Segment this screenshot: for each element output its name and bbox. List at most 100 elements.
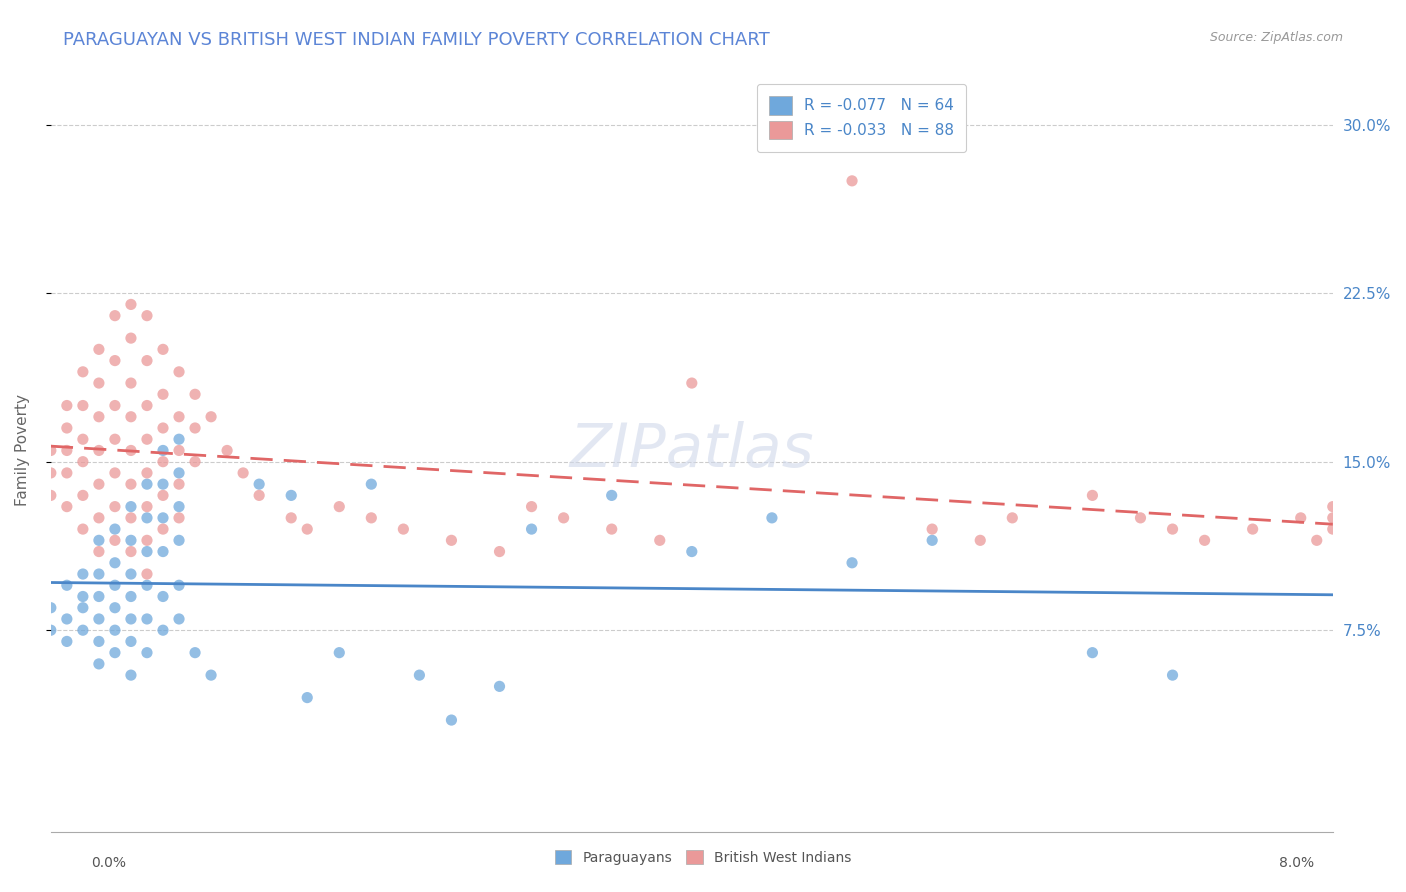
Point bbox=[104, 466, 127, 480]
Point bbox=[152, 455, 174, 469]
Point bbox=[56, 578, 79, 592]
Point bbox=[104, 309, 127, 323]
Text: 8.0%: 8.0% bbox=[1279, 856, 1315, 870]
Point bbox=[72, 590, 94, 604]
Point bbox=[280, 511, 302, 525]
Point bbox=[392, 522, 415, 536]
Point bbox=[1001, 511, 1024, 525]
Point bbox=[120, 376, 142, 390]
Point bbox=[87, 567, 110, 582]
Point bbox=[167, 432, 190, 446]
Point bbox=[72, 600, 94, 615]
Point bbox=[87, 590, 110, 604]
Point bbox=[104, 533, 127, 548]
Text: Source: ZipAtlas.com: Source: ZipAtlas.com bbox=[1209, 31, 1343, 45]
Point bbox=[120, 500, 142, 514]
Point bbox=[1161, 668, 1184, 682]
Point bbox=[360, 511, 382, 525]
Point bbox=[136, 466, 159, 480]
Point bbox=[120, 567, 142, 582]
Point bbox=[120, 668, 142, 682]
Point bbox=[1289, 511, 1312, 525]
Point bbox=[120, 443, 142, 458]
Point bbox=[87, 376, 110, 390]
Point bbox=[72, 567, 94, 582]
Point bbox=[167, 443, 190, 458]
Point bbox=[104, 600, 127, 615]
Point bbox=[520, 522, 543, 536]
Point bbox=[1322, 500, 1344, 514]
Point bbox=[56, 421, 79, 435]
Point bbox=[87, 544, 110, 558]
Point bbox=[87, 634, 110, 648]
Point bbox=[87, 443, 110, 458]
Point bbox=[39, 488, 62, 502]
Point bbox=[247, 488, 270, 502]
Point bbox=[56, 634, 79, 648]
Point bbox=[761, 511, 783, 525]
Point bbox=[72, 399, 94, 413]
Point bbox=[56, 612, 79, 626]
Point bbox=[104, 399, 127, 413]
Point bbox=[120, 477, 142, 491]
Point bbox=[56, 443, 79, 458]
Legend: Paraguayans, British West Indians: Paraguayans, British West Indians bbox=[548, 843, 858, 871]
Y-axis label: Family Poverty: Family Poverty bbox=[15, 394, 30, 507]
Point bbox=[1241, 522, 1264, 536]
Text: PARAGUAYAN VS BRITISH WEST INDIAN FAMILY POVERTY CORRELATION CHART: PARAGUAYAN VS BRITISH WEST INDIAN FAMILY… bbox=[63, 31, 770, 49]
Point bbox=[1322, 522, 1344, 536]
Point bbox=[232, 466, 254, 480]
Point bbox=[152, 488, 174, 502]
Point bbox=[87, 477, 110, 491]
Point bbox=[72, 432, 94, 446]
Point bbox=[120, 297, 142, 311]
Point bbox=[104, 623, 127, 637]
Point bbox=[247, 477, 270, 491]
Point bbox=[488, 544, 510, 558]
Point bbox=[167, 365, 190, 379]
Point bbox=[152, 343, 174, 357]
Point bbox=[841, 174, 863, 188]
Point bbox=[39, 623, 62, 637]
Point bbox=[120, 634, 142, 648]
Point bbox=[167, 612, 190, 626]
Point bbox=[72, 623, 94, 637]
Point bbox=[1081, 488, 1104, 502]
Point bbox=[136, 578, 159, 592]
Point bbox=[72, 455, 94, 469]
Point bbox=[136, 612, 159, 626]
Point bbox=[841, 556, 863, 570]
Point bbox=[120, 612, 142, 626]
Point bbox=[104, 646, 127, 660]
Point bbox=[167, 409, 190, 424]
Point bbox=[648, 533, 671, 548]
Point bbox=[520, 500, 543, 514]
Point bbox=[136, 353, 159, 368]
Point bbox=[297, 522, 319, 536]
Point bbox=[104, 432, 127, 446]
Point bbox=[87, 612, 110, 626]
Legend: R = -0.077   N = 64, R = -0.033   N = 88: R = -0.077 N = 64, R = -0.033 N = 88 bbox=[756, 84, 966, 152]
Point bbox=[600, 522, 623, 536]
Text: ZIPatlas: ZIPatlas bbox=[569, 421, 814, 480]
Point bbox=[440, 533, 463, 548]
Point bbox=[553, 511, 575, 525]
Point bbox=[104, 500, 127, 514]
Point bbox=[87, 511, 110, 525]
Point bbox=[72, 488, 94, 502]
Text: 0.0%: 0.0% bbox=[91, 856, 127, 870]
Point bbox=[328, 500, 350, 514]
Point bbox=[681, 544, 703, 558]
Point bbox=[408, 668, 430, 682]
Point bbox=[1322, 511, 1344, 525]
Point bbox=[56, 500, 79, 514]
Point bbox=[184, 387, 207, 401]
Point bbox=[1161, 522, 1184, 536]
Point bbox=[120, 533, 142, 548]
Point bbox=[1129, 511, 1152, 525]
Point bbox=[136, 533, 159, 548]
Point bbox=[1306, 533, 1329, 548]
Point bbox=[681, 376, 703, 390]
Point bbox=[184, 421, 207, 435]
Point bbox=[120, 590, 142, 604]
